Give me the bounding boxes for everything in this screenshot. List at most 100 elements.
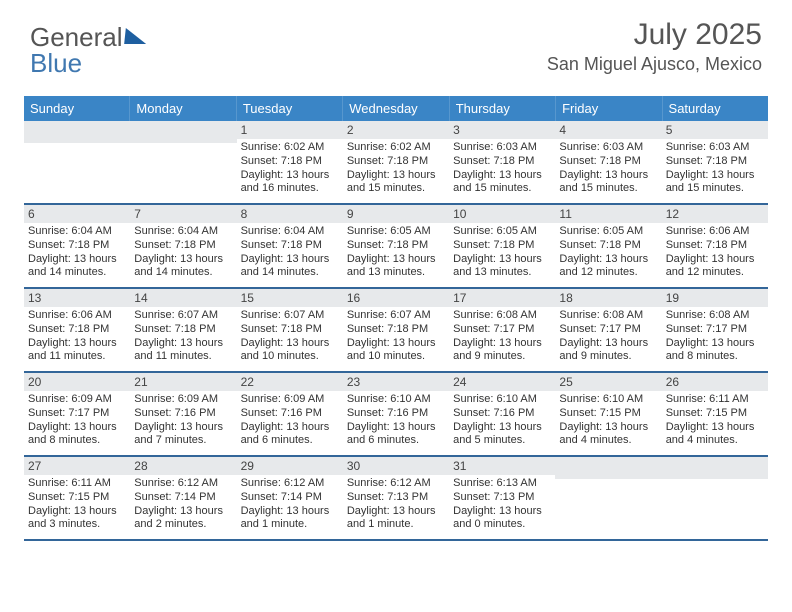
- day-cell: 23 Sunrise: 6:10 AMSunset: 7:16 PMDayligh…: [343, 373, 449, 455]
- week-row: 20Sunrise: 6:09 AMSunset: 7:17 PMDayligh…: [24, 373, 768, 457]
- day-text: Sunrise: 6:03 AMSunset: 7:18 PMDaylight:…: [666, 141, 764, 196]
- location: San Miguel Ajusco, Mexico: [547, 54, 762, 75]
- month-title: July 2025: [547, 18, 762, 52]
- day-text: Sunrise: 6:03 AMSunset: 7:18 PMDaylight:…: [453, 141, 551, 196]
- day-cell: 5 Sunrise: 6:03 AMSunset: 7:18 PMDaylight…: [662, 121, 768, 203]
- dow-saturday: Saturday: [663, 96, 768, 121]
- day-number: [24, 121, 130, 143]
- day-text: Sunrise: 6:04 AMSunset: 7:18 PMDaylight:…: [241, 225, 339, 280]
- day-cell: 7 Sunrise: 6:04 AMSunset: 7:18 PMDaylight…: [130, 205, 236, 287]
- day-text: Sunrise: 6:07 AMSunset: 7:18 PMDaylight:…: [241, 309, 339, 364]
- day-cell: [130, 121, 236, 203]
- day-cell: 12Sunrise: 6:06 AMSunset: 7:18 PMDayligh…: [662, 205, 768, 287]
- day-text: Sunrise: 6:04 AMSunset: 7:18 PMDaylight:…: [134, 225, 232, 280]
- day-text: Sunrise: 6:13 AMSunset: 7:13 PMDaylight:…: [453, 477, 551, 532]
- day-cell: 4 Sunrise: 6:03 AMSunset: 7:18 PMDaylight…: [555, 121, 661, 203]
- day-text: Sunrise: 6:02 AMSunset: 7:18 PMDaylight:…: [347, 141, 445, 196]
- day-number: 21: [130, 373, 236, 391]
- day-number: 27: [24, 457, 130, 475]
- day-number: 29: [237, 457, 343, 475]
- day-text: Sunrise: 6:09 AMSunset: 7:16 PMDaylight:…: [241, 393, 339, 448]
- day-cell: [24, 121, 130, 203]
- calendar: Sunday Monday Tuesday Wednesday Thursday…: [24, 96, 768, 541]
- day-number: 2: [343, 121, 449, 139]
- day-text: Sunrise: 6:05 AMSunset: 7:18 PMDaylight:…: [559, 225, 657, 280]
- day-cell: 30 Sunrise: 6:12 AMSunset: 7:13 PMDayligh…: [343, 457, 449, 539]
- day-number: 24: [449, 373, 555, 391]
- day-text: Sunrise: 6:07 AMSunset: 7:18 PMDaylight:…: [347, 309, 445, 364]
- dow-tuesday: Tuesday: [237, 96, 343, 121]
- day-text: Sunrise: 6:08 AMSunset: 7:17 PMDaylight:…: [453, 309, 551, 364]
- day-number: 13: [24, 289, 130, 307]
- day-text: Sunrise: 6:11 AMSunset: 7:15 PMDaylight:…: [666, 393, 764, 448]
- header: July 2025 San Miguel Ajusco, Mexico: [547, 18, 762, 75]
- day-text: Sunrise: 6:05 AMSunset: 7:18 PMDaylight:…: [347, 225, 445, 280]
- day-number: 31: [449, 457, 555, 475]
- day-text: Sunrise: 6:10 AMSunset: 7:15 PMDaylight:…: [559, 393, 657, 448]
- day-number: 6: [24, 205, 130, 223]
- day-cell: 25 Sunrise: 6:10 AMSunset: 7:15 PMDayligh…: [555, 373, 661, 455]
- day-text: Sunrise: 6:05 AMSunset: 7:18 PMDaylight:…: [453, 225, 551, 280]
- day-number: 30: [343, 457, 449, 475]
- dow-wednesday: Wednesday: [343, 96, 449, 121]
- day-cell: 14Sunrise: 6:07 AMSunset: 7:18 PMDayligh…: [130, 289, 236, 371]
- day-cell: 29 Sunrise: 6:12 AMSunset: 7:14 PMDayligh…: [237, 457, 343, 539]
- day-text: Sunrise: 6:12 AMSunset: 7:14 PMDaylight:…: [134, 477, 232, 532]
- day-cell: 21 Sunrise: 6:09 AMSunset: 7:16 PMDayligh…: [130, 373, 236, 455]
- day-cell: 11Sunrise: 6:05 AMSunset: 7:18 PMDayligh…: [555, 205, 661, 287]
- week-row: 1Sunrise: 6:02 AMSunset: 7:18 PMDaylight…: [24, 121, 768, 205]
- dow-thursday: Thursday: [450, 96, 556, 121]
- day-text: Sunrise: 6:11 AMSunset: 7:15 PMDaylight:…: [28, 477, 126, 532]
- day-text: Sunrise: 6:08 AMSunset: 7:17 PMDaylight:…: [666, 309, 764, 364]
- day-cell: 13 Sunrise: 6:06 AMSunset: 7:18 PMDayligh…: [24, 289, 130, 371]
- day-cell: 18 Sunrise: 6:08 AMSunset: 7:17 PMDayligh…: [555, 289, 661, 371]
- logo-triangle-icon: [124, 28, 148, 44]
- day-cell: 1 Sunrise: 6:02 AMSunset: 7:18 PMDaylight…: [237, 121, 343, 203]
- day-number: 4: [555, 121, 661, 139]
- day-number: 5: [662, 121, 768, 139]
- day-cell: 24Sunrise: 6:10 AMSunset: 7:16 PMDayligh…: [449, 373, 555, 455]
- day-cell: 15 Sunrise: 6:07 AMSunset: 7:18 PMDayligh…: [237, 289, 343, 371]
- day-cell: 31 Sunrise: 6:13 AMSunset: 7:13 PMDayligh…: [449, 457, 555, 539]
- day-number: 14: [130, 289, 236, 307]
- day-cell: 27 Sunrise: 6:11 AMSunset: 7:15 PMDayligh…: [24, 457, 130, 539]
- day-text: Sunrise: 6:12 AMSunset: 7:13 PMDaylight:…: [347, 477, 445, 532]
- day-text: Sunrise: 6:02 AMSunset: 7:18 PMDaylight:…: [241, 141, 339, 196]
- day-number: [130, 121, 236, 143]
- day-cell: [662, 457, 768, 539]
- day-text: Sunrise: 6:03 AMSunset: 7:18 PMDaylight:…: [559, 141, 657, 196]
- day-cell: 20Sunrise: 6:09 AMSunset: 7:17 PMDayligh…: [24, 373, 130, 455]
- day-number: 23: [343, 373, 449, 391]
- day-number: 22: [237, 373, 343, 391]
- weeks-container: 1Sunrise: 6:02 AMSunset: 7:18 PMDaylight…: [24, 121, 768, 541]
- dow-friday: Friday: [556, 96, 662, 121]
- day-number: 16: [343, 289, 449, 307]
- page: General Blue July 2025 San Miguel Ajusco…: [0, 0, 792, 612]
- day-text: Sunrise: 6:09 AMSunset: 7:16 PMDaylight:…: [134, 393, 232, 448]
- day-text: Sunrise: 6:08 AMSunset: 7:17 PMDaylight:…: [559, 309, 657, 364]
- day-number: 18: [555, 289, 661, 307]
- logo-text-2: Blue: [30, 48, 82, 79]
- day-text: Sunrise: 6:12 AMSunset: 7:14 PMDaylight:…: [241, 477, 339, 532]
- day-cell: 26 Sunrise: 6:11 AMSunset: 7:15 PMDayligh…: [662, 373, 768, 455]
- day-text: Sunrise: 6:06 AMSunset: 7:18 PMDaylight:…: [28, 309, 126, 364]
- day-number: 17: [449, 289, 555, 307]
- day-text: Sunrise: 6:10 AMSunset: 7:16 PMDaylight:…: [347, 393, 445, 448]
- day-number: 25: [555, 373, 661, 391]
- week-row: 13 Sunrise: 6:06 AMSunset: 7:18 PMDayligh…: [24, 289, 768, 373]
- day-cell: 3Sunrise: 6:03 AMSunset: 7:18 PMDaylight…: [449, 121, 555, 203]
- day-cell: 10Sunrise: 6:05 AMSunset: 7:18 PMDayligh…: [449, 205, 555, 287]
- day-number: 9: [343, 205, 449, 223]
- week-row: 27 Sunrise: 6:11 AMSunset: 7:15 PMDayligh…: [24, 457, 768, 541]
- day-number: 28: [130, 457, 236, 475]
- day-number: 8: [237, 205, 343, 223]
- day-number: 1: [237, 121, 343, 139]
- day-number: 26: [662, 373, 768, 391]
- day-number: [555, 457, 661, 479]
- dow-monday: Monday: [130, 96, 236, 121]
- day-cell: 6Sunrise: 6:04 AMSunset: 7:18 PMDaylight…: [24, 205, 130, 287]
- day-number: 15: [237, 289, 343, 307]
- day-number: 20: [24, 373, 130, 391]
- day-number: 19: [662, 289, 768, 307]
- day-number: 7: [130, 205, 236, 223]
